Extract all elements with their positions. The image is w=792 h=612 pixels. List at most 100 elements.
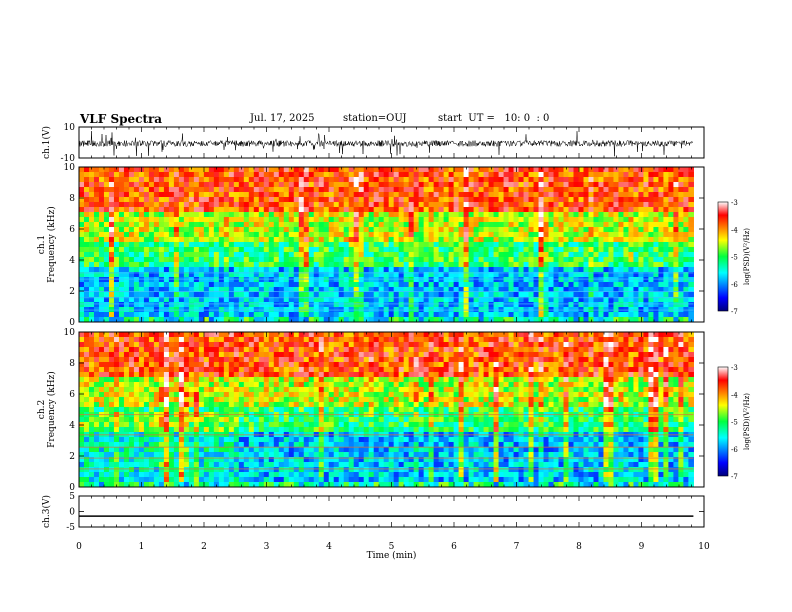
spec-cell [543,197,550,203]
spec-cell [623,352,630,358]
spec-cell [593,202,600,208]
spec-cell [588,277,595,283]
spec-cell [128,182,135,188]
spec-cell [333,312,340,318]
spec-cell [468,347,475,353]
spec-cell [138,257,145,263]
spec-cell [118,267,125,273]
spec-cell [138,352,145,358]
spec-cell [193,187,200,193]
spec-cell [79,372,85,378]
spec-cell [363,277,370,283]
spec-cell [263,377,270,383]
spec-cell [198,247,205,253]
spec-cell [168,317,175,322]
spec-cell [198,342,205,348]
spec-cell [88,287,95,293]
spec-cell [283,262,290,268]
spec-cell [608,247,615,253]
spec-cell [568,212,575,218]
spec-cell [303,182,310,188]
spec-cell [258,202,265,208]
spec-cell [178,372,185,378]
spec-cell [418,292,425,298]
spec-cell [228,202,235,208]
spec-cell [128,217,135,223]
spec-cell [338,272,345,278]
spec-cell [303,262,310,268]
spec-cell [238,257,245,263]
spec-cell [493,332,500,338]
spec-cell [478,372,485,378]
spec-cell [573,252,580,258]
spec-cell [328,172,335,178]
spec-cell [143,252,150,258]
spec-cell [278,342,285,348]
spec-cell [608,357,615,363]
spec-cell [328,302,335,308]
interference-line [79,309,694,311]
spec-cell [558,337,565,343]
spec-cell [208,247,215,253]
spec-cell [503,182,510,188]
spec-cell [103,177,110,183]
spec-cell [373,217,380,223]
spec-cell [148,347,155,353]
spec-cell [443,207,450,213]
spec-cell [88,292,95,298]
spec-cell [123,372,130,378]
spec-cell [638,217,645,223]
spec-cell [448,222,455,228]
spec-cell [633,367,640,373]
spec-cell [453,172,460,178]
spec-cell [418,277,425,283]
spec-cell [173,217,180,223]
spec-cell [353,192,360,198]
spec-cell [533,177,540,183]
spec-cell [333,202,340,208]
spec-cell [193,282,200,288]
spec-cell [668,247,674,253]
spec-cell [403,237,410,243]
spec-cell [503,352,510,358]
spec-cell [193,362,200,368]
spec-cell [558,362,565,368]
spec-cell [688,282,694,288]
spec-cell [158,232,165,238]
spec-cell [478,302,485,308]
spec-cell [353,332,360,338]
spec-cell [143,172,150,178]
spec-cell [433,257,440,263]
spec-cell [233,252,240,258]
spec-cell [488,237,495,243]
spec-cell [588,247,595,253]
spec-cell [633,352,640,358]
spec-cell [243,167,250,173]
spec-cell [488,192,495,198]
spec-cell [478,272,485,278]
spec-cell [473,282,480,288]
spec-cell [208,182,215,188]
spec-cell [258,357,265,363]
spec-cell [478,267,485,273]
spec-cell [398,332,405,338]
spec-cell [203,197,210,203]
spec-cell [358,242,365,248]
spec-cell [413,337,420,343]
spec-cell [513,227,520,233]
spec-cell [583,367,590,373]
spec-cell [228,332,235,338]
spec-cell [303,222,310,228]
spec-cell [503,297,510,303]
spec-cell [558,232,565,238]
spec-cell [458,337,465,343]
spec-cell [248,187,255,193]
spec-cell [178,337,185,343]
spec-cell [228,357,235,363]
spec-cell [558,217,565,223]
spec-cell [358,272,365,278]
spec-cell [618,242,625,248]
spec-cell [253,282,260,288]
spec-cell [253,312,260,318]
spec-cell [383,347,390,353]
